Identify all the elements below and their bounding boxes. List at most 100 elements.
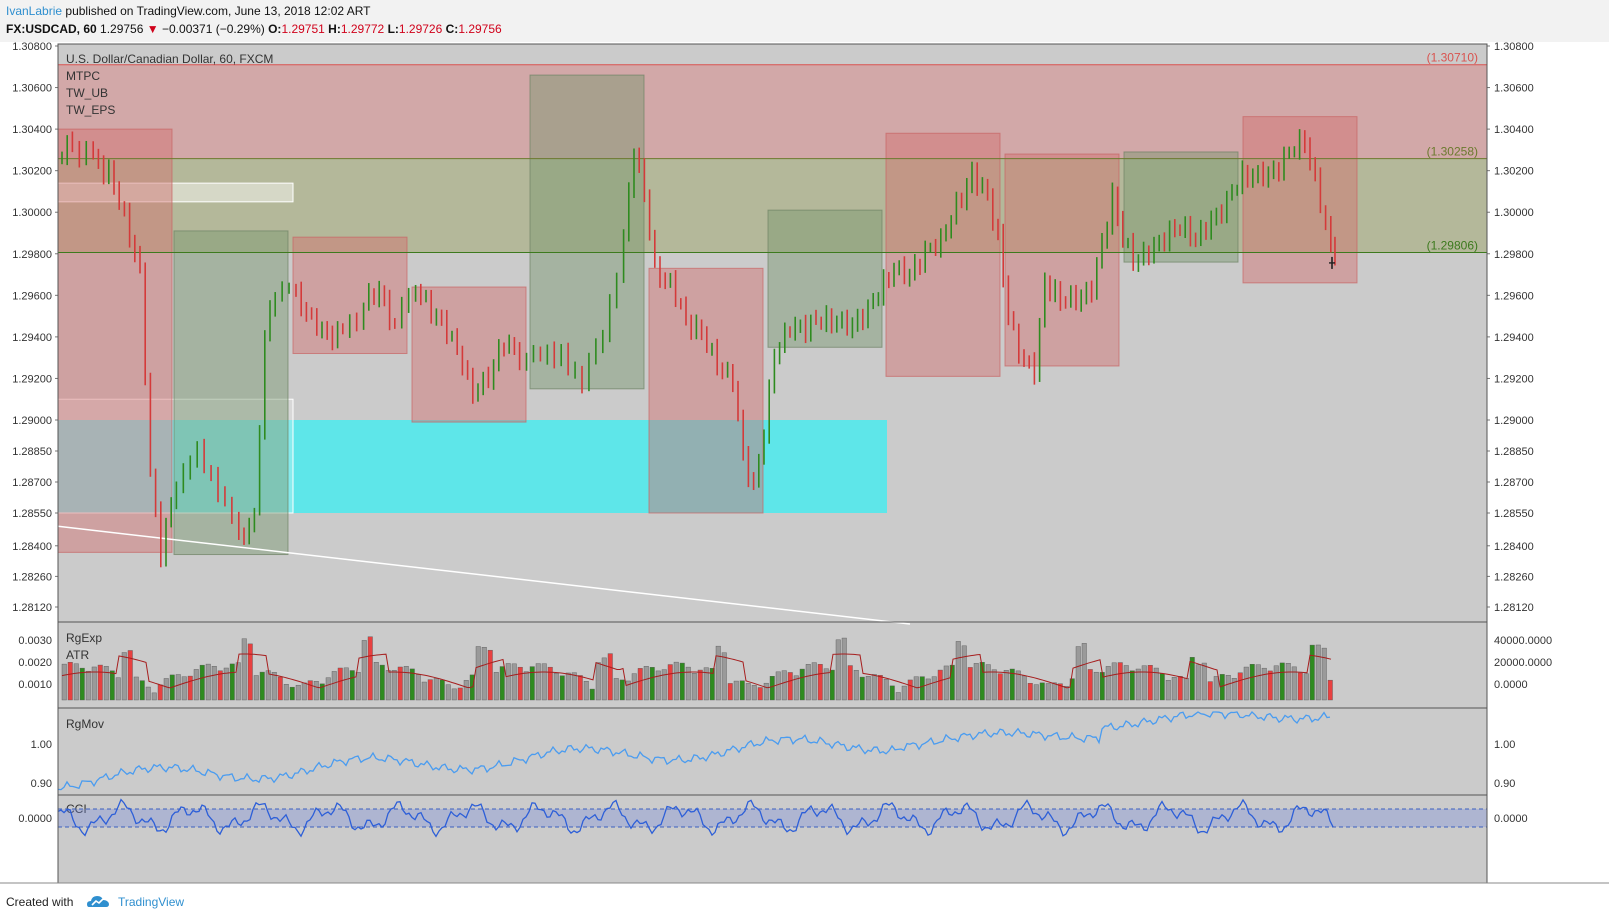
atr-bar: [805, 664, 811, 701]
atr-bar: [643, 666, 649, 701]
daily-box-6: [648, 267, 764, 514]
low-label: L:: [387, 22, 399, 36]
atr-bar: [1039, 682, 1045, 701]
atr-bar: [1291, 666, 1297, 701]
atr-bar: [697, 669, 703, 701]
rgexp-tick-right: 0.0000: [1494, 679, 1528, 691]
atr-bar: [1027, 683, 1033, 701]
atr-bar: [115, 677, 121, 701]
atr-bar: [1063, 686, 1069, 701]
price-tick-left: 1.28700: [12, 477, 52, 489]
high-label: H:: [328, 22, 341, 36]
atr-bar: [103, 666, 109, 701]
close-value: 1.29756: [458, 22, 502, 36]
atr-bar: [847, 665, 853, 701]
atr-bar: [661, 669, 667, 701]
atr-bar: [799, 668, 805, 701]
atr-bar: [1135, 668, 1141, 701]
atr-bar: [1327, 679, 1333, 701]
atr-bar: [1147, 665, 1153, 701]
atr-bar: [493, 672, 499, 701]
tradingview-brand-link[interactable]: TradingView: [118, 895, 185, 909]
atr-bar: [841, 637, 847, 701]
atr-bar: [571, 672, 577, 701]
atr-bar: [1165, 680, 1171, 701]
atr-bar: [523, 671, 529, 701]
atr-bar: [253, 675, 259, 701]
atr-bar: [985, 664, 991, 701]
last-price: 1.29756: [100, 22, 144, 36]
atr-bar: [1207, 681, 1213, 701]
atr-bar: [145, 686, 151, 701]
atr-bar: [325, 677, 331, 701]
symbol-label[interactable]: FX:USDCAD, 60: [6, 22, 97, 36]
price-tick-right: 1.28260: [1494, 571, 1534, 583]
atr-bar: [925, 678, 931, 701]
atr-bar: [955, 641, 961, 701]
atr-bar: [67, 662, 73, 701]
atr-bar: [517, 666, 523, 701]
atr-bar: [127, 650, 133, 701]
atr-bar: [223, 667, 229, 701]
atr-bar: [1279, 662, 1285, 701]
price-tick-left: 1.30800: [12, 42, 52, 53]
price-tick-right: 1.29800: [1494, 249, 1534, 261]
atr-bar: [1225, 675, 1231, 701]
daily-box-8: [885, 132, 1001, 377]
atr-bar: [1213, 676, 1219, 701]
atr-bar: [889, 685, 895, 701]
atr-bar: [715, 645, 721, 701]
author-link[interactable]: IvanLabrie: [6, 4, 63, 18]
atr-bar: [787, 672, 793, 701]
atr-bar: [559, 675, 565, 701]
price-tick-left: 1.28260: [12, 571, 52, 583]
atr-bar: [1195, 664, 1201, 701]
atr-bar: [235, 662, 241, 701]
atr-bar: [619, 679, 625, 701]
atr-bar: [1189, 657, 1195, 701]
atr-bar: [703, 667, 709, 701]
chart-area[interactable]: (1.30710) (1.30258) (1.29806) U.S. Dollar/C…: [0, 42, 1609, 887]
atr-bar: [745, 683, 751, 701]
price-change: −0.00371 (−0.29%): [162, 22, 265, 36]
atr-bar: [295, 684, 301, 701]
price-tick-left: 1.30200: [12, 166, 52, 178]
atr-bar: [1141, 665, 1147, 701]
atr-bar: [667, 664, 673, 701]
atr-bar: [1123, 665, 1129, 701]
atr-bar: [1033, 684, 1039, 701]
rgexp-tick-right: 20000.0000: [1494, 657, 1552, 669]
atr-bar: [529, 666, 535, 701]
atr-bar: [883, 678, 889, 701]
atr-bar: [961, 645, 967, 701]
indicator-label: MTPC: [66, 69, 100, 83]
atr-bar: [313, 681, 319, 701]
atr-bar: [247, 643, 253, 701]
atr-bar: [1075, 646, 1081, 701]
atr-bar: [1303, 673, 1309, 701]
atr-bar: [97, 664, 103, 701]
atr-bar: [895, 692, 901, 701]
atr-bar: [613, 678, 619, 701]
atr-bar: [181, 676, 187, 701]
atr-bar: [547, 666, 553, 701]
atr-bar: [283, 684, 289, 701]
price-tick-left: 1.30000: [12, 207, 52, 219]
atr-bar: [763, 682, 769, 701]
price-tick-right: 1.28120: [1494, 602, 1534, 614]
rgexp-tick-right: 40000.0000: [1494, 635, 1552, 647]
atr-bar: [85, 670, 91, 701]
atr-bar: [1129, 670, 1135, 701]
atr-bar: [943, 665, 949, 701]
atr-bar: [1105, 666, 1111, 701]
atr-bar: [721, 652, 727, 701]
atr-bar: [1255, 664, 1261, 701]
atr-bar: [121, 652, 127, 701]
atr-bar: [679, 662, 685, 701]
atr-bar: [277, 676, 283, 701]
atr-bar: [589, 688, 595, 701]
publish-line: IvanLabrie published on TradingView.com,…: [6, 4, 371, 18]
atr-bar: [901, 685, 907, 701]
atr-bar: [583, 681, 589, 701]
rgexp-line: [61, 653, 1332, 689]
